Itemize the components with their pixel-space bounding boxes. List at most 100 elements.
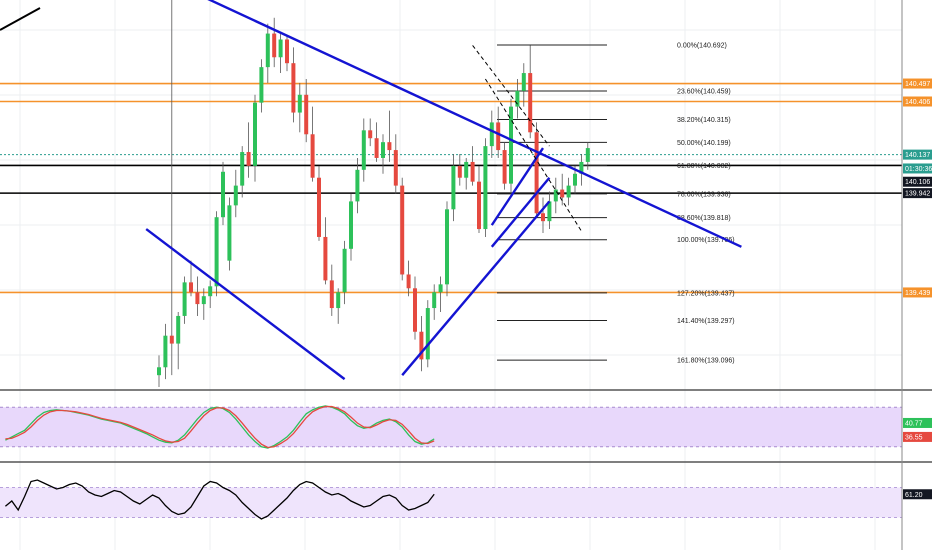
candle-body[interactable] (393, 150, 398, 186)
candle-body[interactable] (521, 73, 526, 91)
current-price-badge[interactable] (903, 149, 932, 160)
candle-body[interactable] (585, 148, 590, 162)
candle-body[interactable] (278, 39, 283, 58)
candle-body[interactable] (457, 165, 462, 178)
candle-body[interactable] (329, 280, 334, 309)
stochastic-value-badge[interactable] (903, 417, 932, 428)
candle-body[interactable] (464, 161, 469, 178)
trendline[interactable] (401, 200, 551, 376)
candle-body[interactable] (515, 90, 520, 107)
candle-body[interactable] (477, 181, 481, 230)
price-axis[interactable]: 140.497 140.406 139.439 139.942 140.137 01:30… (903, 78, 932, 500)
candle-body[interactable] (208, 286, 213, 297)
fib-level-label: 78.60%(139.938) (677, 191, 731, 198)
dashed-projection-line[interactable] (484, 78, 582, 232)
cursor-line (0, 7, 41, 31)
trendline[interactable] (145, 228, 346, 381)
candle-body[interactable] (323, 236, 328, 281)
candle-body[interactable] (483, 146, 488, 230)
candle-body[interactable] (381, 142, 385, 158)
trendline[interactable] (490, 176, 551, 248)
candle-body[interactable] (432, 292, 437, 309)
fibonacci-levels: 0.00%(140.692) 23.60%(140.459) 38.20%(140.… (497, 43, 735, 365)
fib-level-label: 38.20%(140.315) (677, 117, 731, 124)
fib-level-label: 50.00%(140.199) (677, 140, 731, 147)
candle-body[interactable] (304, 94, 309, 135)
candle-body[interactable] (553, 189, 558, 202)
top-left-cursor (0, 7, 41, 31)
candle-body[interactable] (227, 205, 232, 261)
candle-body[interactable] (425, 308, 430, 360)
candle-body[interactable] (342, 248, 347, 293)
candle-body[interactable] (253, 102, 257, 166)
candle-body[interactable] (470, 161, 475, 182)
candle-body[interactable] (176, 315, 181, 344)
candle-body[interactable] (246, 152, 251, 166)
candle-body[interactable] (285, 39, 289, 64)
candle-body[interactable] (579, 161, 584, 174)
candle-body[interactable] (310, 134, 315, 178)
candle-body[interactable] (541, 213, 545, 222)
candle-body[interactable] (438, 284, 443, 293)
level-price-badge-label: 139.439 (905, 290, 930, 297)
trendline[interactable] (197, 0, 742, 248)
candle-body[interactable] (291, 63, 296, 113)
level-price-badge[interactable] (903, 96, 932, 107)
current-price-badge[interactable] (903, 163, 932, 174)
candle-body[interactable] (406, 274, 411, 289)
candle-body[interactable] (400, 185, 405, 275)
trendline[interactable] (490, 147, 544, 226)
candle-body[interactable] (413, 288, 417, 332)
candle-body[interactable] (387, 142, 392, 151)
candle-body[interactable] (182, 282, 187, 316)
candle-body[interactable] (368, 130, 373, 139)
candle-body[interactable] (169, 335, 174, 344)
candle-body[interactable] (573, 173, 577, 186)
candle-body[interactable] (528, 73, 533, 133)
candle-body[interactable] (297, 94, 302, 113)
stochastic-value-badge-label: 36.55 (905, 434, 923, 441)
rsi-value-badge[interactable] (903, 489, 932, 500)
candle-body[interactable] (157, 367, 161, 376)
candle-body[interactable] (361, 130, 366, 170)
candle-body[interactable] (451, 165, 456, 210)
candle-body[interactable] (509, 106, 513, 184)
candle-body[interactable] (221, 171, 225, 218)
candle-body[interactable] (502, 150, 507, 184)
candle-body[interactable] (317, 177, 321, 237)
level-price-badge[interactable] (903, 78, 932, 89)
level-price-badge[interactable] (903, 188, 932, 199)
fib-level-label: 141.40%(139.297) (677, 318, 735, 325)
candle-body[interactable] (349, 201, 353, 249)
candle-body[interactable] (336, 292, 341, 309)
candle-body[interactable] (547, 201, 552, 222)
candle-body[interactable] (355, 169, 360, 202)
candle-body[interactable] (195, 292, 200, 305)
candle-body[interactable] (445, 209, 449, 285)
level-price-badge[interactable] (903, 287, 932, 298)
candle-body[interactable] (240, 152, 245, 186)
candle-body[interactable] (534, 132, 539, 214)
candlesticks[interactable] (157, 0, 590, 388)
candle-body[interactable] (189, 282, 193, 293)
trendlines[interactable] (145, 0, 742, 381)
candle-body[interactable] (163, 335, 168, 368)
candle-body[interactable] (214, 217, 219, 287)
stochastic-value-badge[interactable] (903, 431, 932, 442)
dashed-projection-line[interactable] (472, 45, 550, 147)
current-price-badge[interactable] (903, 176, 932, 187)
rsi-band (0, 487, 902, 518)
candle-body[interactable] (265, 33, 270, 68)
candle-body[interactable] (496, 122, 501, 151)
candle-body[interactable] (560, 189, 565, 198)
candle-body[interactable] (201, 296, 206, 305)
candle-body[interactable] (272, 33, 277, 58)
candle-body[interactable] (259, 67, 264, 103)
candle-body[interactable] (233, 185, 238, 206)
level-price-badge-label: 140.406 (905, 99, 930, 106)
candle-body[interactable] (374, 138, 379, 158)
candle-body[interactable] (419, 331, 424, 360)
candle-body[interactable] (489, 122, 494, 147)
candle-body[interactable] (566, 185, 571, 198)
